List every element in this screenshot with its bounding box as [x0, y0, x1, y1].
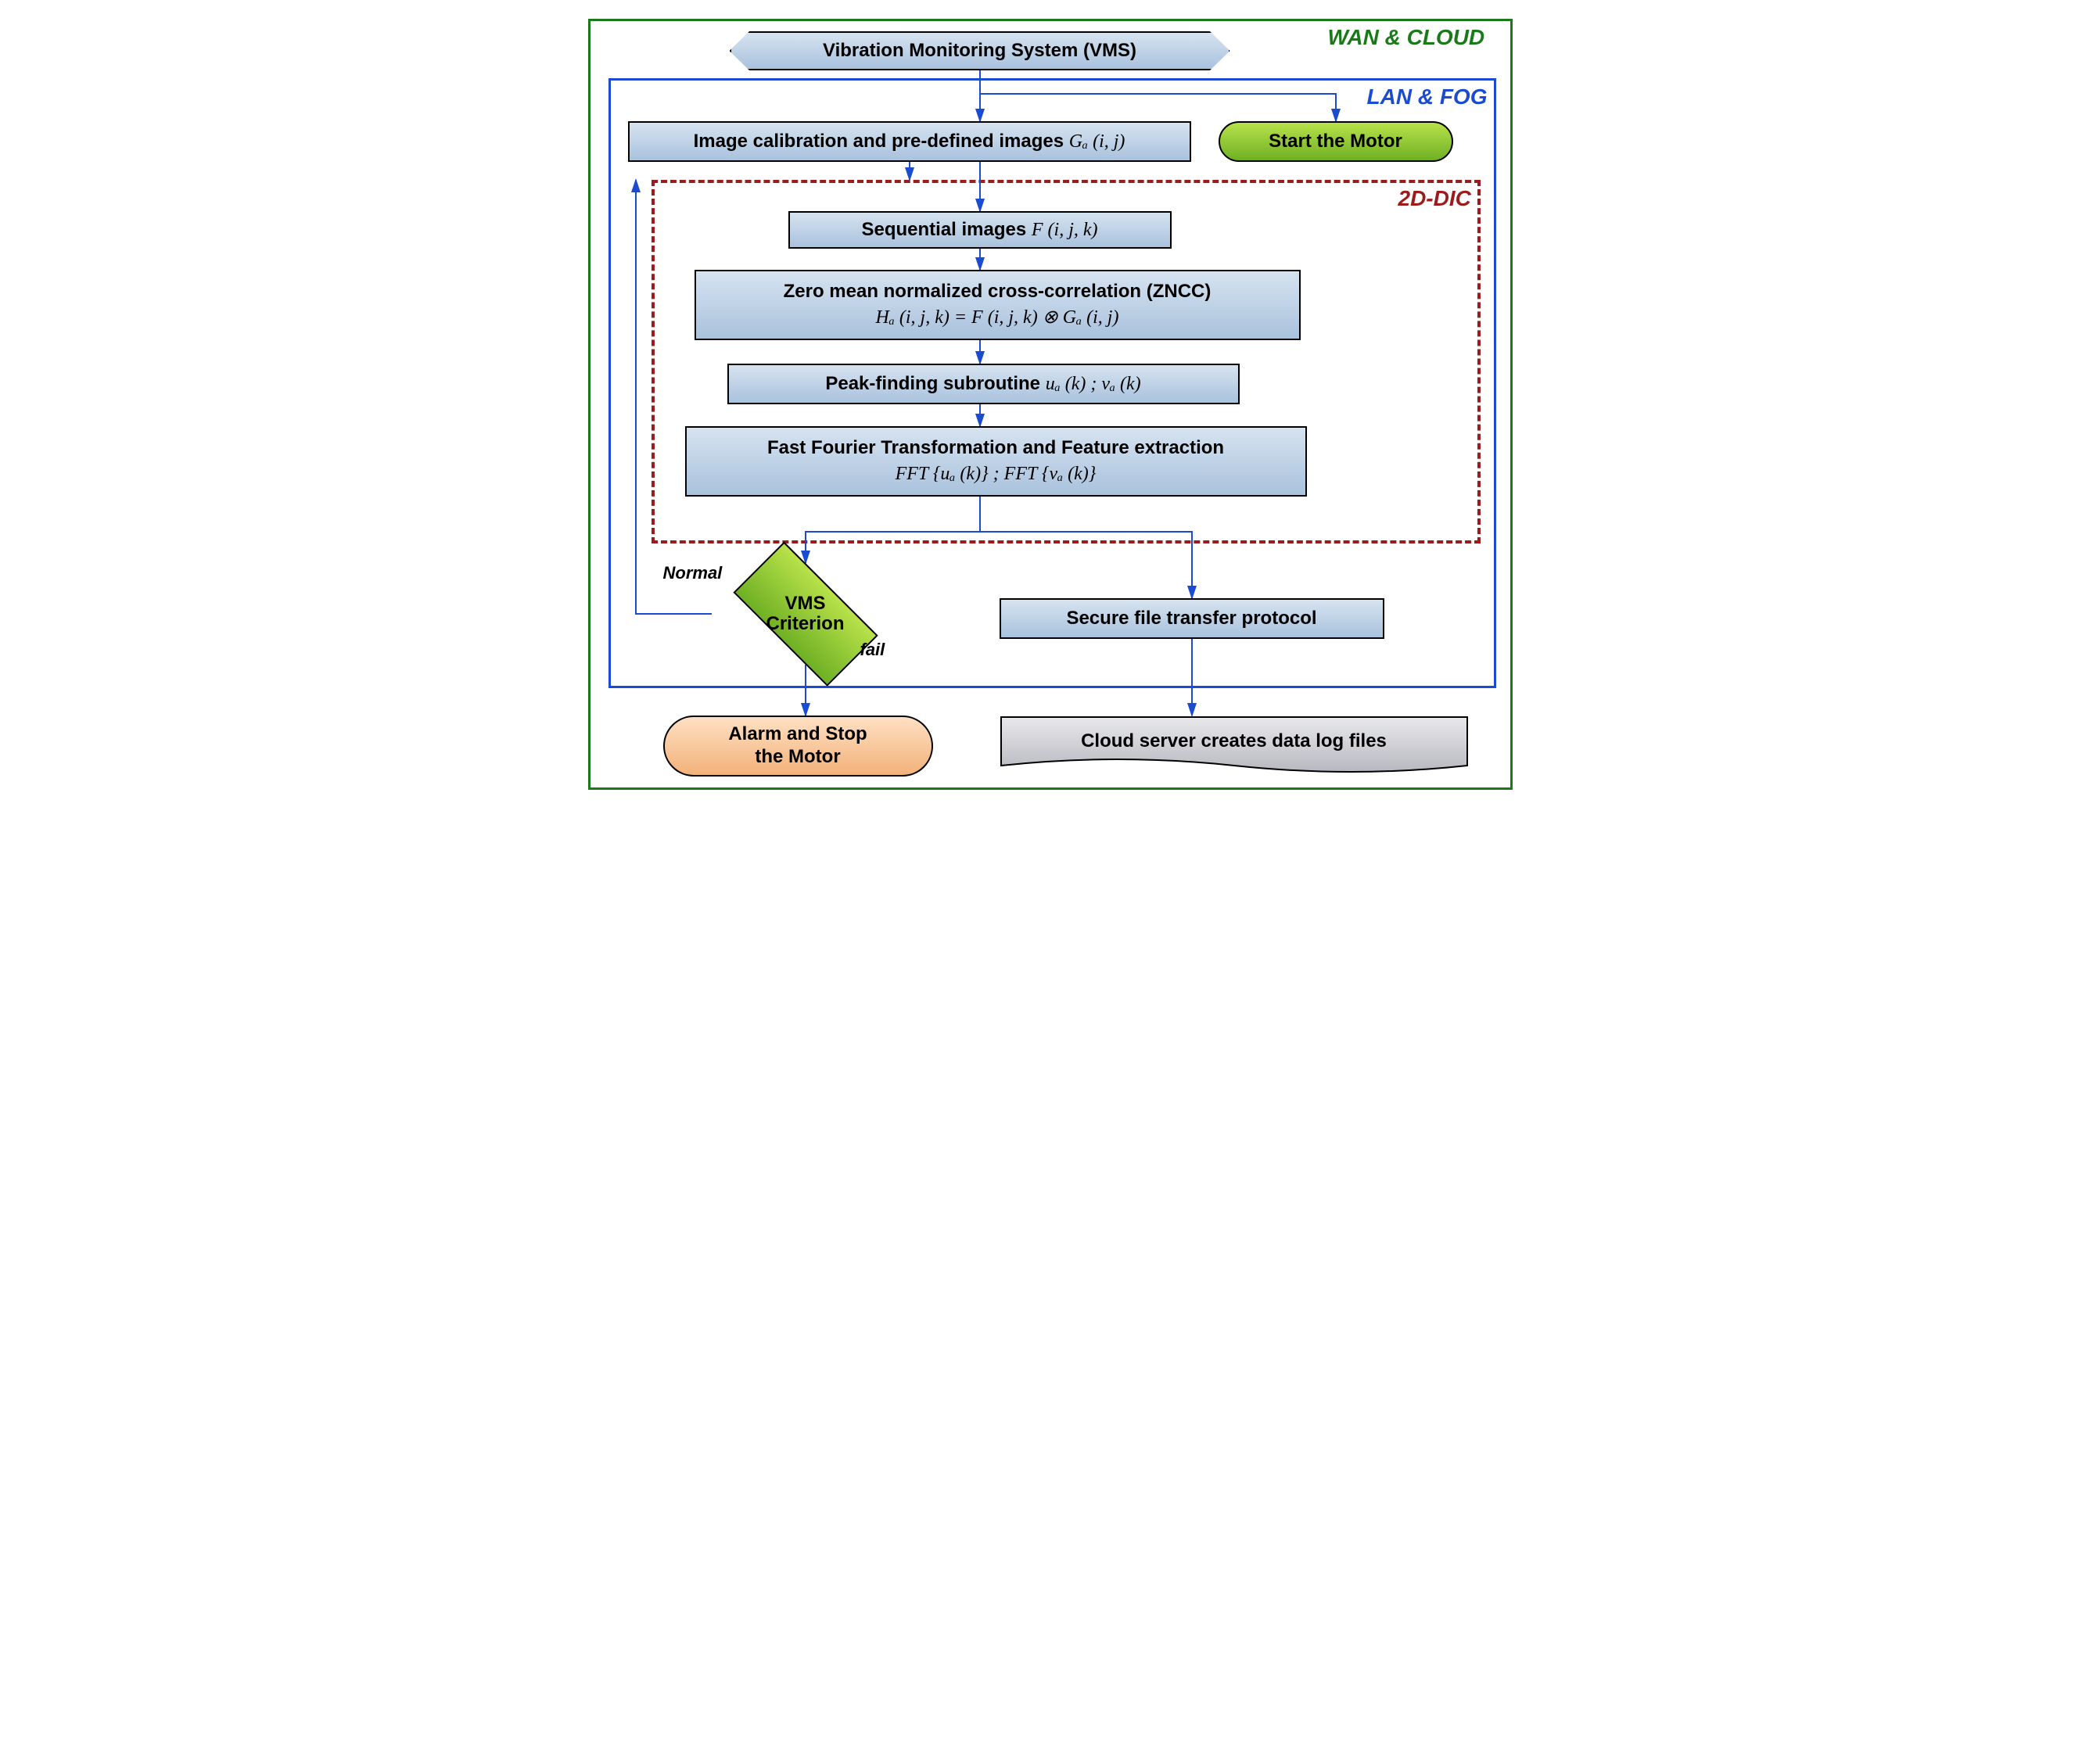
- node-alarm-stop-motor: Alarm and Stop the Motor: [663, 716, 933, 777]
- node-start-motor: Start the Motor: [1219, 121, 1453, 162]
- node-peak-formula: uₐ (k) ; vₐ (k): [1046, 374, 1141, 394]
- flowchart-canvas: WAN & CLOUD LAN & FOG 2D-DIC Vibration M…: [585, 16, 1516, 793]
- lan-fog-label: LAN & FOG: [1367, 84, 1488, 109]
- node-start-text: Start the Motor: [1269, 131, 1402, 153]
- node-alarm-line2: the Motor: [755, 746, 840, 769]
- node-seq-formula: F (i, j, k): [1032, 220, 1098, 240]
- node-criterion-line2: Criterion: [766, 614, 844, 634]
- node-zncc-text: Zero mean normalized cross-correlation (…: [784, 281, 1212, 303]
- node-alarm-line1: Alarm and Stop: [728, 723, 867, 746]
- node-zncc: Zero mean normalized cross-correlation (…: [695, 270, 1301, 340]
- node-zncc-formula: Hₐ (i, j, k) = F (i, j, k) ⊗ Gₐ (i, j): [876, 307, 1119, 329]
- node-vms-terminator: Vibration Monitoring System (VMS): [730, 31, 1230, 70]
- node-sequential-images: Sequential images F (i, j, k): [788, 211, 1172, 249]
- node-cloud-log-files: Cloud server creates data log files: [1000, 716, 1469, 780]
- node-fft-formula: FFT {uₐ (k)} ; FFT {vₐ (k)}: [896, 463, 1097, 486]
- node-cloud-text: Cloud server creates data log files: [1081, 730, 1387, 752]
- node-fft: Fast Fourier Transformation and Feature …: [685, 426, 1307, 497]
- node-sftp: Secure file transfer protocol: [1000, 598, 1384, 639]
- 2d-dic-label: 2D-DIC: [1398, 186, 1471, 211]
- node-criterion-line1: VMS: [784, 594, 825, 614]
- wan-cloud-label: WAN & CLOUD: [1328, 25, 1485, 50]
- node-seq-text: Sequential images: [861, 219, 1031, 240]
- node-peak-text: Peak-finding subroutine: [825, 373, 1045, 394]
- node-calib-formula: Gₐ (i, j): [1069, 131, 1125, 152]
- node-sftp-text: Secure file transfer protocol: [1066, 608, 1316, 630]
- node-peak-finding: Peak-finding subroutine uₐ (k) ; vₐ (k): [727, 364, 1240, 404]
- node-calib-text: Image calibration and pre-defined images: [694, 131, 1069, 152]
- node-image-calibration: Image calibration and pre-defined images…: [628, 121, 1191, 162]
- node-vms-text: Vibration Monitoring System (VMS): [823, 40, 1136, 63]
- node-fft-text: Fast Fourier Transformation and Feature …: [767, 437, 1224, 460]
- edge-label-normal: Normal: [663, 563, 723, 583]
- edge-label-fail: fail: [860, 640, 885, 660]
